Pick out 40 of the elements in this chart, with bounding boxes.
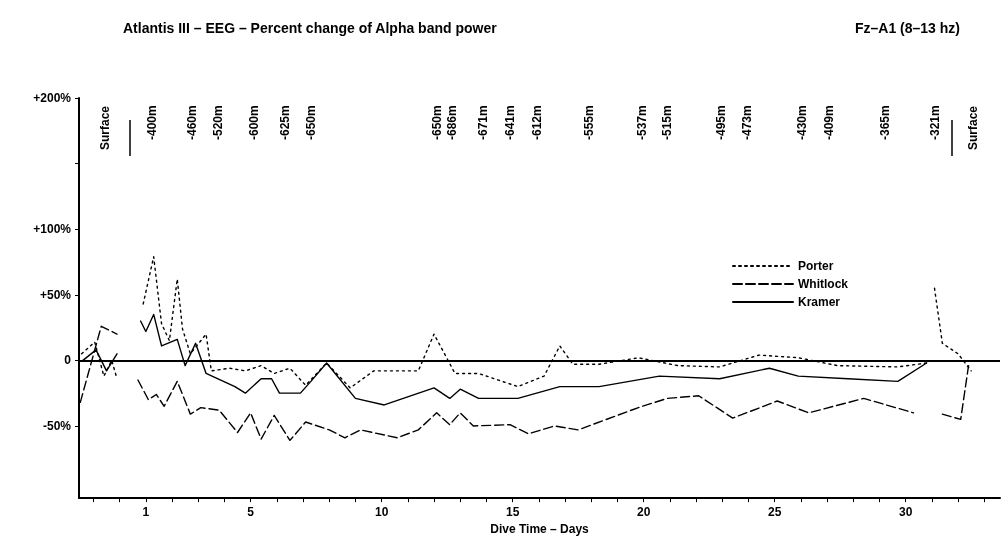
- annotation: Surface: [966, 105, 980, 150]
- annotation: -686m: [445, 105, 459, 140]
- annotation: -650m: [304, 105, 318, 140]
- annotation: -520m: [211, 105, 225, 140]
- x-tick-label: 30: [898, 505, 913, 520]
- x-tick-label: 10: [374, 505, 389, 520]
- annotation: -650m: [430, 105, 444, 140]
- chart-title: Atlantis III – EEG – Percent change of Alpha band power: [123, 20, 498, 36]
- y-tick-label: +50%: [39, 287, 72, 302]
- x-tick-label: 15: [505, 505, 520, 520]
- legend-label: Kramer: [798, 295, 841, 309]
- annotation: -430m: [795, 105, 809, 140]
- annotation: -671m: [476, 105, 490, 140]
- x-tick-label: 20: [636, 505, 651, 520]
- annotation: -473m: [740, 105, 754, 140]
- chart-subtitle: Fz–A1 (8–13 hz): [854, 20, 961, 36]
- x-tick-label: 25: [767, 505, 782, 520]
- annotation: -409m: [822, 105, 836, 140]
- y-tick-label: -50%: [42, 418, 72, 433]
- annotation: -600m: [247, 105, 261, 140]
- y-tick-label: +200%: [33, 91, 72, 105]
- legend-label: Whitlock: [798, 277, 849, 291]
- x-tick-label: 1: [142, 505, 150, 520]
- annotation: -321m: [928, 105, 942, 140]
- legend-label: Porter: [798, 259, 834, 273]
- annotation: -400m: [145, 105, 159, 140]
- annotation: -365m: [878, 105, 892, 140]
- y-tick-label: +100%: [33, 222, 72, 237]
- x-tick-label: 5: [247, 505, 255, 520]
- annotation: -625m: [278, 105, 292, 140]
- x-axis-title: Dive Time – Days: [490, 522, 590, 536]
- annotation: -537m: [635, 105, 649, 140]
- annotation: Surface: [98, 105, 112, 150]
- annotation: -555m: [582, 105, 596, 140]
- annotation: -495m: [714, 105, 728, 140]
- annotation: -515m: [660, 105, 674, 140]
- annotation: -612m: [530, 105, 544, 140]
- annotation: -460m: [185, 105, 199, 140]
- annotation: -641m: [503, 105, 517, 140]
- y-tick-label: 0: [64, 353, 72, 368]
